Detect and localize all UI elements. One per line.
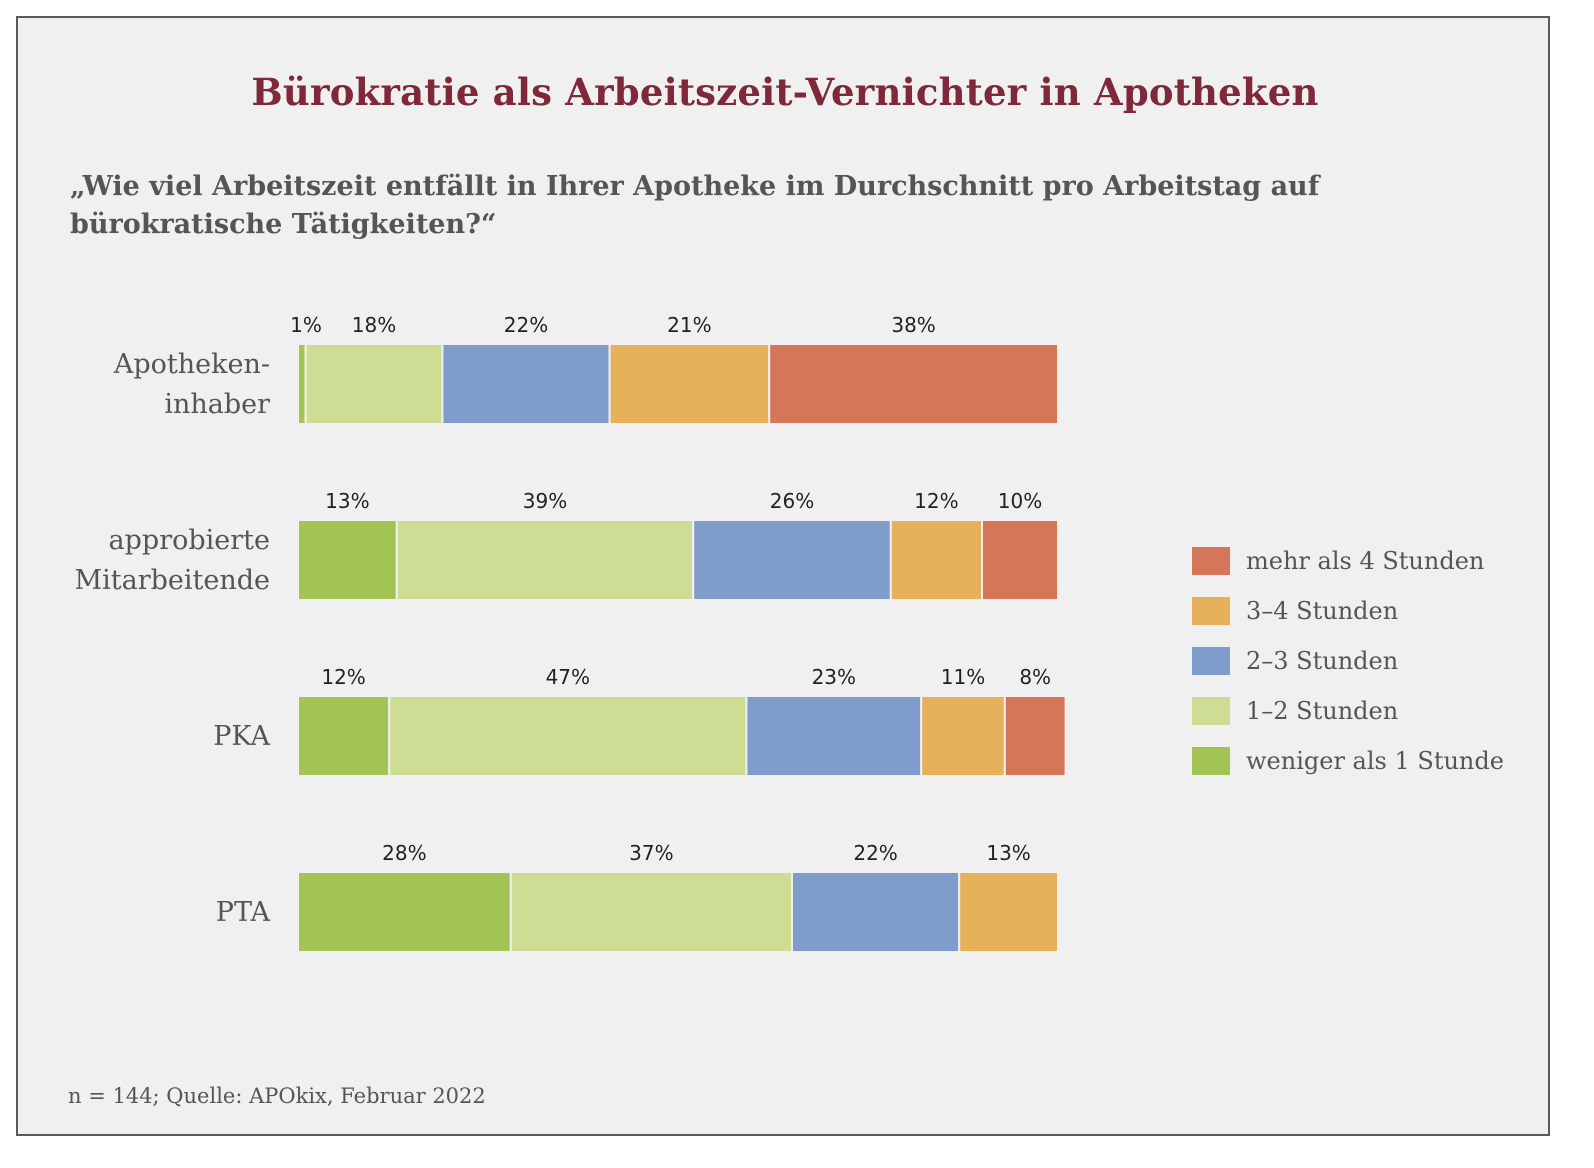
bar-segment xyxy=(441,343,611,425)
legend-label: 1–2 Stunden xyxy=(1246,697,1399,725)
category-label: PKA xyxy=(213,721,270,752)
data-label: 28% xyxy=(382,841,426,865)
bar-segment xyxy=(608,343,771,425)
data-label: 22% xyxy=(853,841,897,865)
bar-segment xyxy=(889,519,983,601)
data-label: 13% xyxy=(325,489,369,513)
category-label-line: PTA xyxy=(216,897,271,928)
legend-item: weniger als 1 Stunde xyxy=(1192,736,1504,786)
legend-label: weniger als 1 Stunde xyxy=(1246,747,1504,775)
legend-swatch xyxy=(1192,747,1230,775)
data-label: 23% xyxy=(812,665,856,689)
data-label: 10% xyxy=(998,489,1042,513)
bar-segment xyxy=(745,695,923,777)
data-label: 11% xyxy=(941,665,985,689)
data-label: 39% xyxy=(523,489,567,513)
category-label-line: Mitarbeitende xyxy=(74,565,270,596)
data-label: 22% xyxy=(504,313,548,337)
legend-swatch xyxy=(1192,547,1230,575)
bar-segment xyxy=(297,343,307,425)
source-note: n = 144; Quelle: APOkix, Februar 2022 xyxy=(68,1084,486,1108)
bar-segment xyxy=(304,343,444,425)
bar-segment xyxy=(768,343,1059,425)
chart-title: Bürokratie als Arbeitszeit-Vernichter in… xyxy=(251,70,1319,114)
category-label-line: approbierte xyxy=(109,525,270,556)
bar-segment xyxy=(920,695,1006,777)
data-label: 37% xyxy=(629,841,673,865)
bar-segment xyxy=(509,871,793,953)
data-label: 21% xyxy=(667,313,711,337)
legend-swatch xyxy=(1192,597,1230,625)
bar-segment xyxy=(981,519,1059,601)
data-label: 1% xyxy=(290,313,322,337)
category-label: PTA xyxy=(216,897,271,928)
data-label: 47% xyxy=(546,665,590,689)
data-label: 26% xyxy=(770,489,814,513)
bar-segment xyxy=(692,519,892,601)
bar-segment xyxy=(958,871,1060,953)
legend-item: 1–2 Stunden xyxy=(1192,686,1504,736)
category-label: approbierte Mitarbeitende xyxy=(74,525,270,596)
data-label: 8% xyxy=(1019,665,1051,689)
stacked-bar-chart: Apotheken-inhaber 1% 18% 22% 21% 38% approbier… xyxy=(74,313,1067,953)
bar-segment xyxy=(297,695,391,777)
chart-subtitle: „Wie viel Arbeitszeit entfällt in Ihrer … xyxy=(70,171,1320,240)
bar-segment xyxy=(1003,695,1067,777)
legend-label: 3–4 Stunden xyxy=(1246,597,1399,625)
legend-item: 2–3 Stunden xyxy=(1192,636,1504,686)
data-label: 38% xyxy=(891,313,935,337)
bar-segment xyxy=(791,871,961,953)
data-label: 12% xyxy=(914,489,958,513)
legend-swatch xyxy=(1192,647,1230,675)
bar-segment xyxy=(395,519,695,601)
legend-label: mehr als 4 Stunden xyxy=(1246,547,1485,575)
legend-swatch xyxy=(1192,697,1230,725)
bar-segment xyxy=(388,695,748,777)
chart-frame: Bürokratie als Arbeitszeit-Vernichter in… xyxy=(16,16,1550,1136)
data-label: 12% xyxy=(321,665,365,689)
category-label: Apotheken-inhaber xyxy=(113,349,270,420)
legend-label: 2–3 Stunden xyxy=(1246,647,1399,675)
data-label: 18% xyxy=(352,313,396,337)
category-label-line: Apotheken- xyxy=(113,349,270,380)
category-label-line: PKA xyxy=(213,721,270,752)
chart-legend: mehr als 4 Stunden 3–4 Stunden 2–3 Stunden… xyxy=(1192,536,1504,786)
legend-item: mehr als 4 Stunden xyxy=(1192,536,1504,586)
category-label-line: inhaber xyxy=(164,389,270,420)
data-label: 13% xyxy=(986,841,1030,865)
legend-item: 3–4 Stunden xyxy=(1192,586,1504,636)
bar-segment xyxy=(297,871,512,953)
bar-segment xyxy=(297,519,398,601)
